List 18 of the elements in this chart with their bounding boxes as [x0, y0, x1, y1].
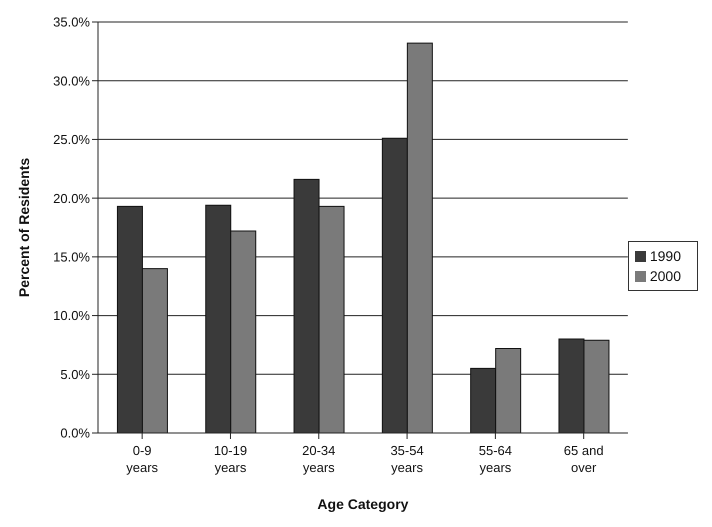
x-tick-label: 20-34 years — [302, 443, 336, 475]
y-tick-label: 0.0% — [60, 426, 90, 441]
y-tick-label: 5.0% — [60, 366, 90, 382]
legend-label: 1990 — [650, 248, 681, 264]
y-tick-label: 20.0% — [53, 190, 90, 206]
legend-label: 2000 — [650, 268, 681, 284]
x-axis-title: Age Category — [317, 496, 409, 512]
y-tick-label: 10.0% — [53, 308, 90, 324]
y-tick-label: 15.0% — [53, 249, 90, 264]
y-tick-label: 35.0% — [53, 14, 90, 30]
x-tick-label: 65 and over — [564, 443, 604, 475]
x-tick-label: 35-54 years — [390, 443, 424, 475]
x-tick-label: 0-9 years — [126, 443, 159, 475]
x-tick-label: 55-64 years — [478, 443, 512, 475]
y-tick-label: 30.0% — [53, 73, 90, 88]
y-tick-label: 25.0% — [53, 132, 90, 148]
x-tick-label: 10-19 years — [214, 443, 248, 475]
y-axis-title: Percent of Residents — [16, 158, 32, 298]
